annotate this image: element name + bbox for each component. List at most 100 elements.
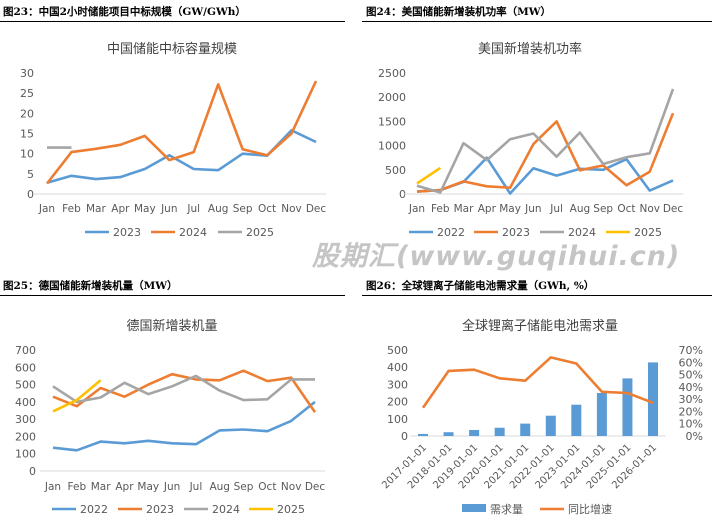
x-tick-label: Sep	[593, 203, 613, 215]
x-tick-label: Jun	[524, 203, 541, 215]
series-line-2025	[416, 166, 442, 185]
y-tick-label: 0	[399, 188, 406, 201]
y2-tick-label: 40%	[679, 381, 703, 394]
x-tick-label: Apr	[115, 481, 134, 493]
series-line-2024	[45, 80, 318, 185]
x-tick-label: Jun	[160, 203, 177, 215]
x-tick-label: Jan	[408, 203, 425, 215]
x-tick-label: Mar	[91, 481, 111, 493]
y-tick-label: 300	[15, 413, 36, 426]
chart-title: 德国新增装机量	[126, 318, 217, 334]
x-tick-label: Apr	[111, 203, 130, 215]
bar-需求量	[622, 378, 633, 436]
x-tick-label: Feb	[68, 481, 87, 493]
y-tick-label: 600	[15, 361, 36, 374]
y-tick-label: 1000	[378, 140, 406, 153]
x-tick-label: Nov	[281, 481, 302, 493]
y-tick-label: 30	[20, 67, 34, 80]
y-tick-label: 5	[27, 168, 34, 181]
y2-tick-label: 10%	[679, 418, 703, 431]
legend-label: 2025	[634, 226, 662, 239]
watermark: 股期汇(www.guqihui.cn)	[312, 241, 681, 272]
legend-label: 需求量	[490, 503, 523, 516]
legend-label: 2025	[277, 503, 305, 516]
x-tick-label: Aug	[209, 481, 230, 493]
x-tick-label: Nov	[639, 203, 660, 215]
legend-label: 2022	[80, 503, 108, 516]
bar-需求量	[443, 432, 454, 436]
x-tick-label: Jan	[44, 481, 61, 493]
x-tick-label: Nov	[281, 203, 302, 215]
y2-tick-label: 20%	[679, 405, 703, 418]
y-tick-label: 400	[387, 361, 408, 374]
legend-label: 2023	[502, 226, 530, 239]
x-tick-label: Aug	[208, 203, 229, 215]
y2-tick-label: 70%	[679, 344, 703, 357]
x-tick-label: Jul	[186, 203, 200, 215]
chart-title: 中国储能中标容量规模	[107, 41, 237, 57]
x-tick-label: Jun	[163, 481, 180, 493]
y-tick-label: 200	[387, 396, 408, 409]
x-tick-label: May	[137, 481, 159, 493]
series-line-2023	[416, 112, 675, 193]
y-tick-label: 20	[20, 107, 34, 120]
chart-title: 美国新增装机功率	[478, 41, 582, 57]
figure-caption-24: 图24：美国储能新增装机功率（MW）	[366, 6, 552, 18]
legend-label: 2024	[212, 503, 240, 516]
series-line-2023	[52, 369, 317, 413]
y2-tick-label: 0%	[686, 430, 703, 443]
series-line-2025	[52, 379, 102, 413]
y-tick-label: 15	[20, 128, 34, 141]
legend-swatch	[462, 504, 486, 512]
y2-tick-label: 60%	[679, 356, 703, 369]
y-tick-label: 400	[15, 396, 36, 409]
legend-label: 2023	[146, 503, 174, 516]
y-tick-label: 500	[385, 164, 406, 177]
series-line-同比增速	[421, 356, 654, 409]
y-tick-label: 300	[387, 378, 408, 391]
x-tick-label: Jul	[549, 203, 563, 215]
y-tick-label: 0	[27, 188, 34, 201]
y-tick-label: 10	[20, 148, 34, 161]
bar-需求量	[571, 404, 582, 436]
x-tick-label: Dec	[663, 203, 684, 215]
x-tick-label: May	[134, 203, 156, 215]
y-tick-label: 700	[15, 344, 36, 357]
bar-需求量	[469, 429, 480, 436]
series-line-2022	[52, 400, 316, 452]
caption-rule	[362, 21, 712, 22]
x-tick-label: May	[499, 203, 521, 215]
series-line-2024	[416, 88, 675, 194]
series-line-2024	[52, 374, 315, 404]
x-tick-label: Sep	[233, 203, 253, 215]
x-tick-label: Apr	[478, 203, 497, 215]
bar-需求量	[545, 415, 556, 436]
caption-rule	[362, 295, 712, 296]
bar-需求量	[418, 433, 428, 436]
figure-caption-25: 图25：德国储能新增装机量（MW）	[3, 280, 178, 292]
y2-tick-label: 30%	[679, 393, 703, 406]
x-tick-label: Oct	[617, 203, 635, 215]
x-tick-label: Jul	[189, 481, 203, 493]
caption-rule	[0, 295, 345, 296]
y-tick-label: 2500	[378, 67, 406, 80]
y-tick-label: 0	[29, 465, 36, 478]
y-tick-label: 500	[15, 379, 36, 392]
y2-tick-label: 50%	[679, 369, 703, 382]
x-tick-label: Jan	[38, 203, 55, 215]
x-tick-label: Mar	[86, 203, 106, 215]
y-tick-label: 200	[15, 430, 36, 443]
y-tick-label: 25	[20, 87, 34, 100]
y-tick-label: 100	[15, 448, 36, 461]
x-tick-label: Sep	[234, 481, 254, 493]
y-tick-label: 100	[387, 413, 408, 426]
legend-label: 2025	[246, 226, 274, 239]
x-tick-label: Mar	[454, 203, 474, 215]
y-tick-label: 2000	[378, 91, 406, 104]
y-tick-label: 1500	[378, 115, 406, 128]
x-tick-label: Feb	[431, 203, 450, 215]
figure-caption-23: 图23：中国2小时储能项目中标规模（GW/GWh）	[3, 6, 246, 18]
chart-title: 全球锂离子储能电池需求量	[462, 318, 618, 334]
legend-label: 2023	[113, 226, 141, 239]
figure-caption-26: 图26：全球锂离子储能电池需求量（GWh, %）	[366, 280, 595, 292]
